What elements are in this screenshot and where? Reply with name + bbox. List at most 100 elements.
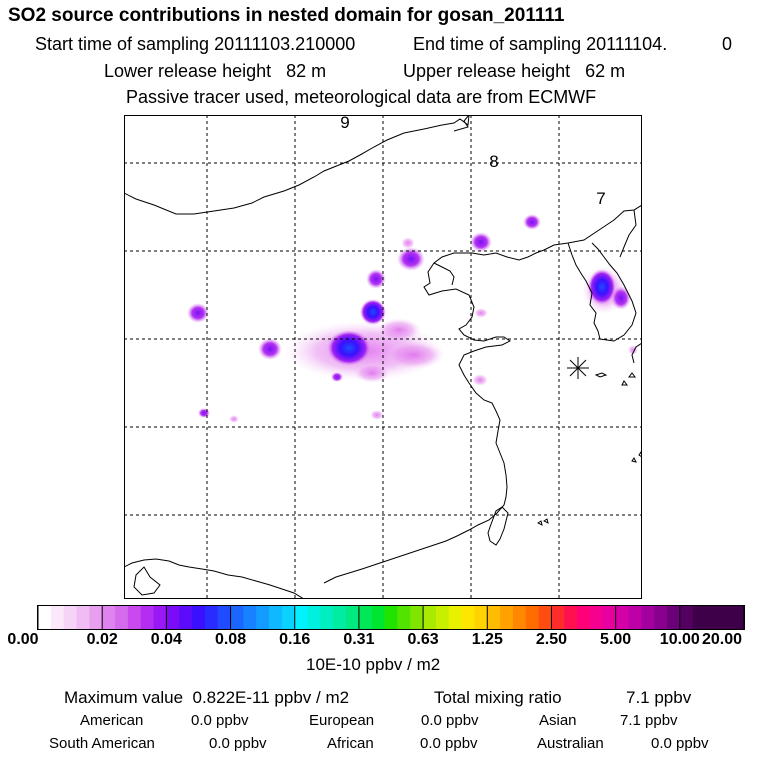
region-value: 0.0 ppbv bbox=[191, 712, 249, 729]
colorbar-cell bbox=[153, 606, 167, 630]
trajectory-label-9: 9 bbox=[340, 115, 349, 132]
region-value: 0.0 ppbv bbox=[651, 735, 709, 752]
colorbar-tick-label: 2.50 bbox=[535, 631, 568, 648]
ryukyu-island bbox=[621, 380, 628, 386]
colorbar-cell bbox=[166, 606, 180, 630]
start-time-value: 20111103.210000 bbox=[214, 34, 356, 54]
plume-patch bbox=[384, 341, 444, 369]
colorbar-cell bbox=[615, 606, 629, 630]
region-name: European bbox=[309, 712, 375, 729]
colorbar-cell bbox=[577, 606, 591, 630]
colorbar-cell bbox=[731, 606, 745, 630]
map-title: SO2 source contributions in nested domai… bbox=[8, 5, 565, 26]
plume-patch bbox=[611, 286, 631, 310]
region-value: 0.0 ppbv bbox=[421, 712, 479, 729]
liaodong-coast bbox=[433, 262, 455, 286]
jeju-island bbox=[594, 372, 608, 378]
region-value: 0.0 ppbv bbox=[209, 735, 267, 752]
map-canvas: 9 8 7 bbox=[124, 115, 642, 599]
plume-patch bbox=[354, 363, 390, 383]
colorbar-tick-label: 10.00 bbox=[659, 631, 700, 648]
colorbar-cell bbox=[461, 606, 475, 630]
start-time: Start time of sampling 20111103.210000 bbox=[35, 34, 355, 55]
maximum-value-label: Maximum value bbox=[64, 688, 184, 707]
colorbar-cell bbox=[679, 606, 694, 630]
region-value: 0.0 ppbv bbox=[420, 735, 478, 752]
colorbar-tick-label: 5.00 bbox=[600, 631, 632, 648]
colorbar-tick-label: 0.63 bbox=[407, 631, 439, 648]
colorbar-cell bbox=[692, 606, 706, 630]
plume-patch bbox=[258, 338, 282, 360]
colorbar-cell bbox=[487, 606, 501, 630]
colorbar-tick-label: 1.25 bbox=[471, 631, 503, 648]
colorbar-cell bbox=[192, 606, 206, 630]
colorbar-cell bbox=[102, 606, 116, 630]
colorbar-cell bbox=[384, 606, 398, 630]
colorbar-cell bbox=[654, 606, 668, 630]
trajectory-label-7: 7 bbox=[596, 189, 605, 208]
region-value: 7.1 ppbv bbox=[620, 712, 678, 729]
colorbar-cell bbox=[641, 606, 655, 630]
taiwan-coast bbox=[487, 506, 509, 546]
plume-patch bbox=[360, 299, 386, 325]
concentration-field bbox=[187, 214, 638, 423]
korea-east-coast bbox=[619, 209, 637, 258]
korea-west-coast bbox=[567, 242, 637, 342]
colorbar-cell bbox=[307, 606, 321, 630]
total-mixing-value: 7.1 ppbv bbox=[626, 688, 692, 707]
colorbar-cell bbox=[179, 606, 193, 630]
colorbar-cell bbox=[589, 606, 604, 630]
plume-patch bbox=[588, 269, 616, 305]
colorbar-cell bbox=[294, 606, 308, 630]
plume-patch bbox=[401, 237, 415, 249]
map-frame bbox=[124, 115, 642, 599]
colorbar-cell bbox=[666, 606, 681, 630]
colorbar-cell bbox=[217, 606, 231, 630]
colorbar-cell bbox=[320, 606, 334, 630]
ryukyu-island bbox=[631, 457, 637, 463]
colorbar-cell bbox=[474, 606, 488, 630]
plume-patch bbox=[370, 410, 384, 420]
total-mixing-label: Total mixing ratio bbox=[434, 688, 562, 707]
colorbar-cell bbox=[89, 606, 103, 630]
plume-patch bbox=[366, 269, 386, 289]
plume-patch bbox=[474, 308, 488, 318]
plume-patch bbox=[472, 374, 488, 386]
plume-patch bbox=[331, 372, 343, 382]
southern-border bbox=[124, 558, 305, 599]
upper-release-label: Upper release height bbox=[403, 61, 571, 81]
colorbar-cell bbox=[564, 606, 578, 630]
plume-patch bbox=[327, 330, 371, 366]
total-mixing-ratio: Total mixing ratio bbox=[434, 688, 562, 708]
ryukyu-island bbox=[543, 518, 549, 524]
colorbar-cell bbox=[76, 606, 90, 630]
colorbar-tick-label: 20.00 bbox=[701, 631, 743, 648]
colorbar-cell bbox=[243, 606, 257, 630]
colorbar-frame bbox=[37, 605, 745, 630]
region-name: Australian bbox=[537, 735, 604, 752]
colorbar-cell bbox=[435, 606, 450, 630]
lower-release-label: Lower release height bbox=[104, 61, 272, 81]
colorbar-cell bbox=[512, 606, 527, 630]
colorbar-tick-label: 0.02 bbox=[86, 631, 118, 648]
colorbar-cell bbox=[230, 606, 244, 630]
upper-release-height: Upper release height 62 m bbox=[403, 61, 625, 82]
plume-patch bbox=[377, 318, 421, 342]
upper-release-value: 62 m bbox=[585, 61, 626, 81]
colorbar-cell bbox=[127, 606, 142, 630]
trajectory-label-8: 8 bbox=[489, 152, 498, 171]
colorbar-cell bbox=[333, 606, 347, 630]
colorbar bbox=[37, 605, 745, 630]
graticule bbox=[124, 115, 642, 599]
data-source-note: Passive tracer used, meteorological data… bbox=[126, 87, 597, 107]
northeast-border bbox=[453, 115, 470, 132]
colorbar-units: 10E-10 ppbv / m2 bbox=[306, 655, 441, 674]
region-name: American bbox=[80, 712, 144, 729]
korea-china-border bbox=[527, 204, 642, 258]
colorbar-cell bbox=[346, 606, 360, 630]
colorbar-cell bbox=[256, 606, 270, 630]
colorbar-tick-label: 0.08 bbox=[214, 631, 247, 648]
colorbar-cell bbox=[538, 606, 552, 630]
colorbar-tick-label: 0.16 bbox=[279, 631, 311, 648]
maximum-value: Maximum value 0.822E-11 ppbv / m2 bbox=[64, 688, 349, 708]
